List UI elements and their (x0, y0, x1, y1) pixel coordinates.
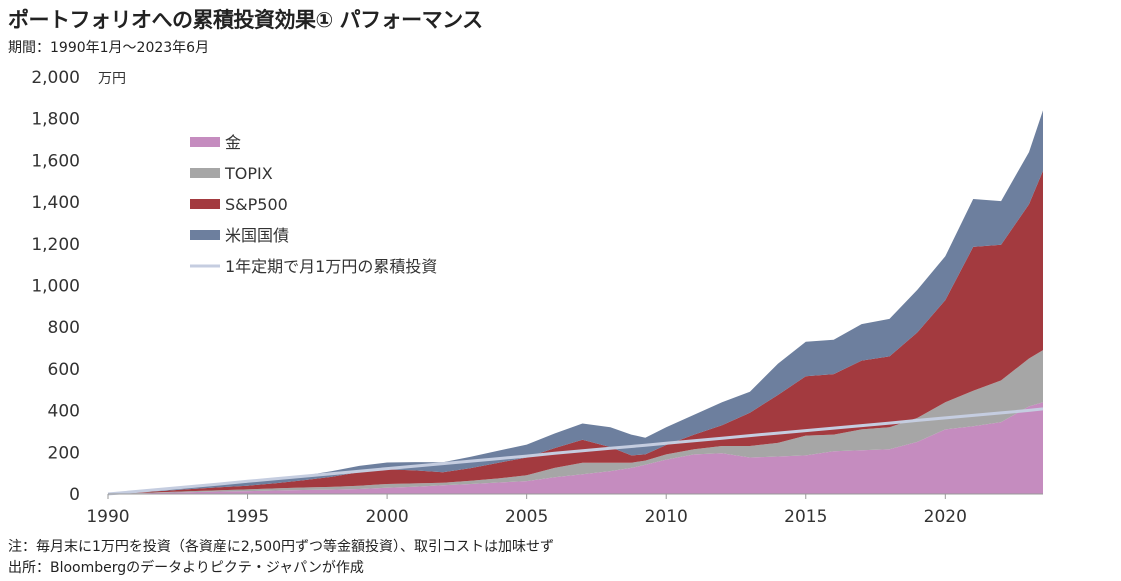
y-unit-label: 万円 (98, 71, 126, 87)
x-tick-label: 2005 (505, 507, 548, 527)
source-note: 出所：Bloombergのデータよりピクテ・ジャパンが作成 (8, 560, 364, 576)
period-subtitle: 期間：1990年1月～2023年6月 (8, 40, 210, 56)
y-tick-label: 1,600 (31, 151, 80, 171)
legend-swatch-sp500 (190, 199, 220, 209)
y-tick-label: 1,800 (31, 110, 80, 130)
y-tick-label: 200 (48, 443, 80, 463)
y-tick-label: 600 (48, 360, 80, 380)
y-tick-label: 1,000 (31, 277, 80, 297)
y-tick-label: 0 (69, 485, 80, 505)
y-tick-label: 1,400 (31, 193, 80, 213)
series-area-gold (108, 402, 1043, 494)
x-tick-label: 2020 (924, 507, 967, 527)
footnote: 注：毎月末に1万円を投資（各資産に2,500円ずつ等金額投資）、取引コストは加味… (8, 539, 554, 555)
area-layer (108, 110, 1043, 495)
x-tick-label: 2000 (365, 507, 408, 527)
series-area-sp500 (108, 170, 1043, 495)
series-area-topix (108, 350, 1043, 494)
series-line-cumulative (107, 407, 1044, 496)
x-tick-label: 2015 (784, 507, 827, 527)
legend-swatch-topix (190, 168, 220, 178)
legend-swatch-gold (190, 137, 220, 147)
legend-swatch-ust (190, 230, 220, 240)
y-tick-label: 2,000 (31, 68, 80, 88)
legend-label-gold: 金 (225, 133, 241, 152)
legend-label-sp500: S&P500 (225, 195, 288, 214)
x-tick-label: 2010 (645, 507, 688, 527)
y-tick-label: 800 (48, 318, 80, 338)
x-tick-label: 1995 (226, 507, 269, 527)
axes: 0 200 400 600 800 1,000 1,200 1,400 1,600 1,800 2,… (31, 68, 1043, 527)
legend-label-ust: 米国国債 (225, 226, 289, 245)
legend-label-cumulative: 1年定期で月1万円の累積投資 (225, 257, 437, 276)
legend: 金 TOPIX S&P500 米国国債 1年定期で月1万円の累積投資 (190, 133, 437, 276)
line-layer (107, 407, 1044, 496)
chart-title: ポートフォリオへの累積投資効果① パフォーマンス (8, 8, 483, 32)
y-tick-label: 400 (48, 402, 80, 422)
y-tick-label: 1,200 (31, 235, 80, 255)
x-tick-label: 1990 (86, 507, 129, 527)
legend-label-topix: TOPIX (224, 164, 273, 183)
